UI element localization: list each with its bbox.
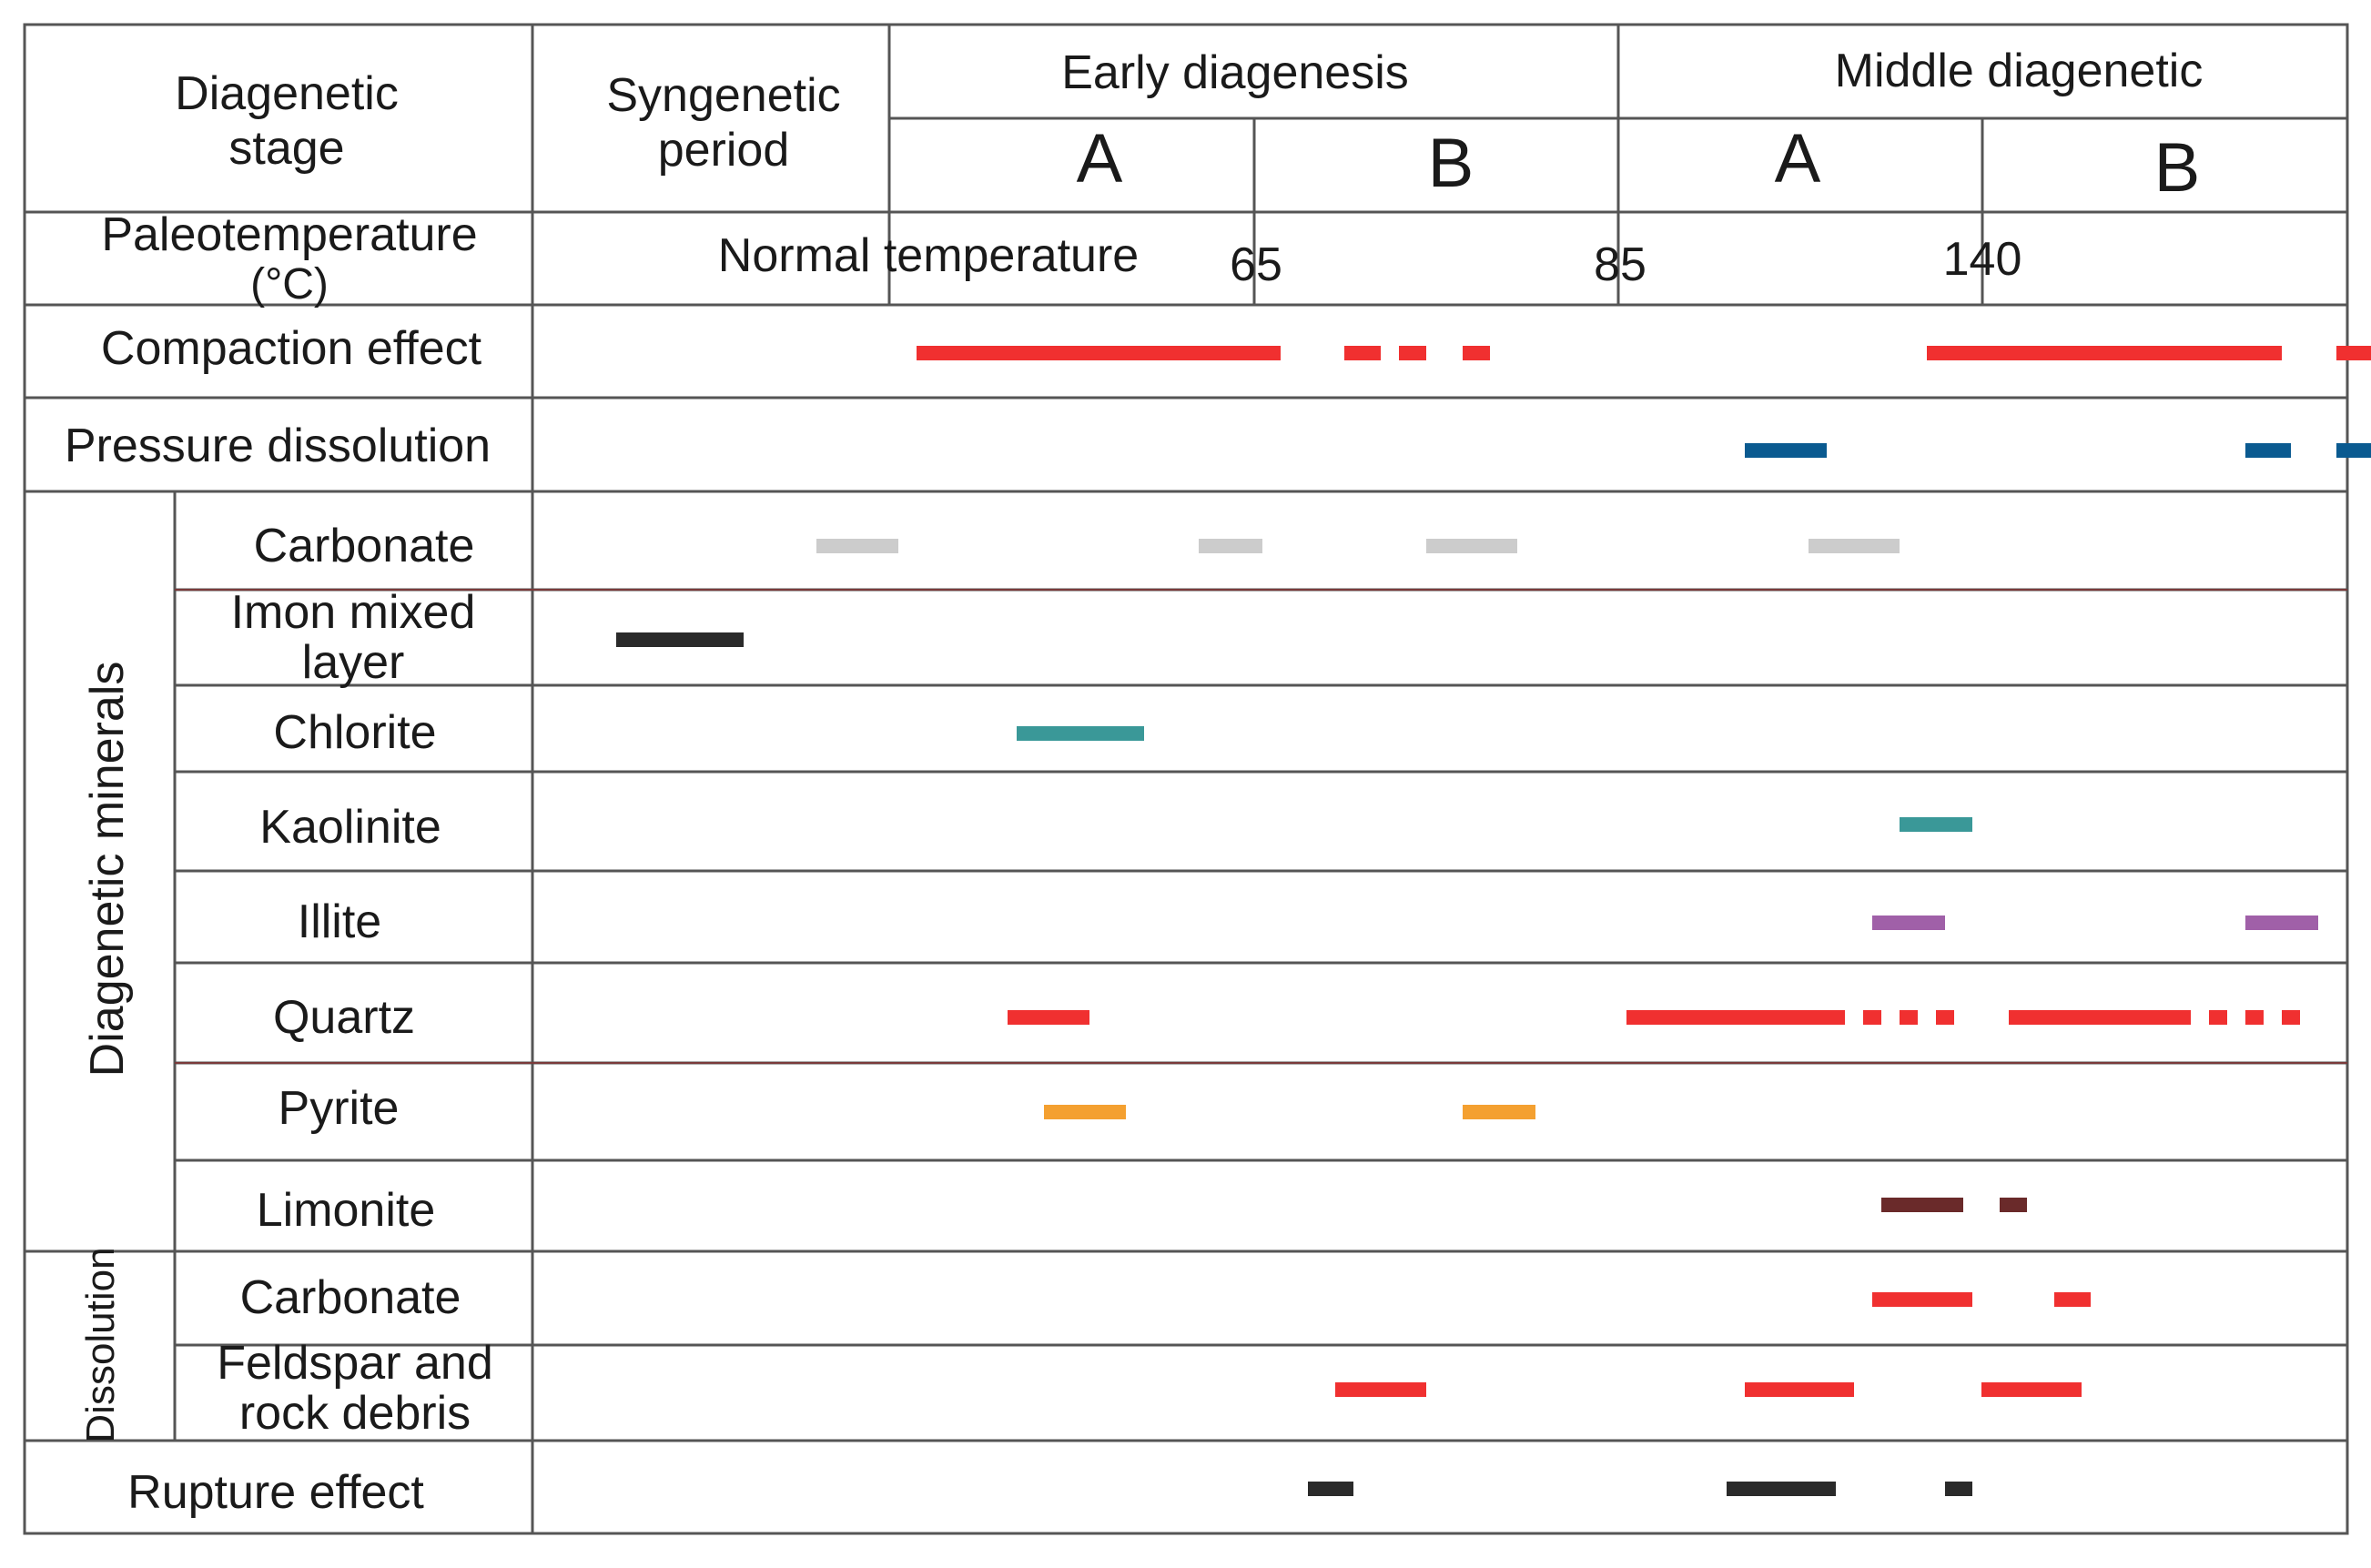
bar-quartz-5 <box>1936 1010 1954 1025</box>
early-stage-a: A <box>1077 120 1123 197</box>
bar-carbonate-1 <box>816 539 898 553</box>
bar-rupture-2 <box>1727 1482 1836 1496</box>
middle-diagenetic: Middle diagenetic <box>1835 45 2204 97</box>
row-label-limonite: Limonite <box>257 1184 436 1237</box>
row-label-quartz: Quartz <box>273 991 415 1044</box>
row-label-imon-line2: layer <box>302 636 405 689</box>
bar-pyrite-1 <box>1044 1105 1126 1119</box>
bar-compaction-1 <box>917 346 1281 360</box>
stage-label-line1: Diagenetic <box>175 67 399 120</box>
bar-compaction-6 <box>2336 346 2371 360</box>
bar-feldspar-1 <box>1335 1382 1426 1397</box>
row-label-diss_carbonate: Carbonate <box>240 1271 461 1324</box>
temp-140: 140 <box>1943 233 2022 286</box>
bar-chlorite-1 <box>1017 726 1144 741</box>
bar-quartz-6 <box>2009 1010 2191 1025</box>
row-label-pressure: Pressure dissolution <box>65 420 491 472</box>
paleo-label: Paleotemperature <box>101 208 477 261</box>
bar-compaction-2 <box>1344 346 1381 360</box>
bar-carbonate-4 <box>1809 539 1900 553</box>
bar-quartz-4 <box>1900 1010 1918 1025</box>
early-diagenesis: Early diagenesis <box>1061 46 1409 99</box>
normal-temperature: Normal temperature <box>718 229 1139 282</box>
middle-stage-b: B <box>2154 129 2201 207</box>
bar-compaction-3 <box>1399 346 1426 360</box>
bar-rupture-1 <box>1308 1482 1353 1496</box>
bar-limonite-1 <box>1881 1198 1963 1212</box>
middle-stage-a: A <box>1775 120 1821 197</box>
bar-quartz-7 <box>2209 1010 2227 1025</box>
bar-carbonate-3 <box>1426 539 1517 553</box>
bar-quartz-9 <box>2282 1010 2300 1025</box>
row-label-compaction: Compaction effect <box>101 322 482 375</box>
row-labels: Compaction effect Pressure dissolution Car… <box>65 322 493 1519</box>
row-label-feldspar-line1: Feldspar and <box>217 1337 493 1390</box>
temp-85: 85 <box>1594 238 1647 291</box>
row-label-illite: Illite <box>298 895 381 948</box>
syngenetic-line1: Syngenetic <box>606 69 840 122</box>
bar-compaction-5 <box>1927 346 2282 360</box>
syngenetic-line2: period <box>658 124 790 177</box>
row-label-pyrite: Pyrite <box>279 1082 400 1135</box>
bar-feldspar-3 <box>1981 1382 2082 1397</box>
bar-feldspar-2 <box>1745 1382 1854 1397</box>
bar-pressure-1 <box>1745 443 1827 458</box>
paleotemperature-row: Paleotemperature (°C) Normal temperature… <box>101 208 2021 309</box>
group-diagenetic-minerals: Diagenetic minerals <box>81 662 134 1077</box>
early-stage-b: B <box>1428 125 1474 202</box>
row-label-carbonate: Carbonate <box>254 520 475 572</box>
paleo-unit: (°C) <box>250 260 329 309</box>
group-dissolution: Dissolution <box>78 1247 123 1442</box>
bar-quartz-8 <box>2245 1010 2264 1025</box>
header: Diagenetic stage Syngenetic period Early… <box>175 45 2203 207</box>
bar-pressure-3 <box>2336 443 2371 458</box>
bar-diss_carbonate-2 <box>2054 1292 2091 1307</box>
row-label-rupture: Rupture effect <box>127 1466 424 1519</box>
bar-rupture-3 <box>1945 1482 1972 1496</box>
bar-diss_carbonate-1 <box>1872 1292 1972 1307</box>
process-bars <box>616 346 2371 1496</box>
bar-quartz-3 <box>1863 1010 1881 1025</box>
bar-illite-1 <box>1872 916 1945 930</box>
stage-label-line2: stage <box>228 122 344 175</box>
bar-limonite-2 <box>2000 1198 2027 1212</box>
row-label-kaolinite: Kaolinite <box>259 801 441 854</box>
bar-imon-1 <box>616 632 744 647</box>
bar-kaolinite-1 <box>1900 817 1972 832</box>
temp-65: 65 <box>1230 238 1282 291</box>
bar-pyrite-2 <box>1463 1105 1535 1119</box>
row-label-feldspar-line2: rock debris <box>239 1387 471 1440</box>
row-label-chlorite: Chlorite <box>273 706 436 759</box>
bar-quartz-2 <box>1626 1010 1845 1025</box>
bar-pressure-2 <box>2245 443 2291 458</box>
bar-illite-2 <box>2245 916 2318 930</box>
bar-carbonate-2 <box>1199 539 1262 553</box>
row-label-imon-line1: Imon mixed <box>231 586 476 639</box>
bar-quartz-1 <box>1008 1010 1089 1025</box>
bar-compaction-4 <box>1463 346 1490 360</box>
